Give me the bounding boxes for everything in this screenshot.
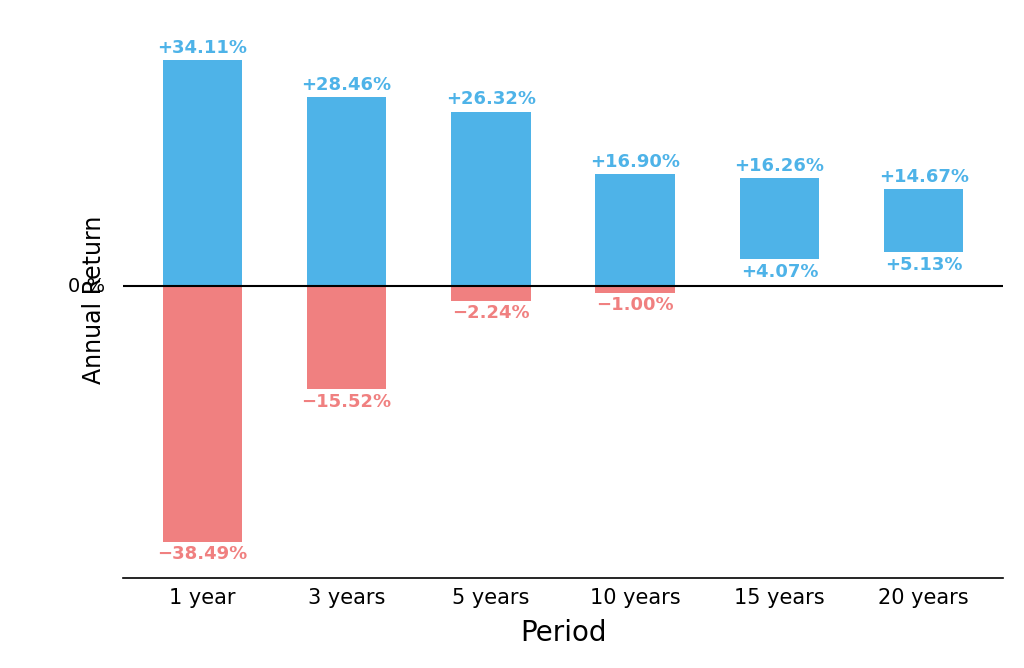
Bar [596,174,675,287]
Bar [307,287,386,389]
Text: +5.13%: +5.13% [885,256,963,274]
Text: +16.90%: +16.90% [590,153,680,171]
Text: +16.26%: +16.26% [734,157,824,175]
Y-axis label: Annual Return: Annual Return [82,215,106,384]
Text: +14.67%: +14.67% [879,168,969,186]
Bar [307,98,386,287]
Text: +4.07%: +4.07% [740,263,818,281]
Bar [452,112,530,287]
Text: −1.00%: −1.00% [596,297,674,314]
Text: −2.24%: −2.24% [452,305,529,323]
Bar [163,60,242,287]
Bar [596,287,675,293]
X-axis label: Period: Period [520,619,606,647]
Text: +34.11%: +34.11% [158,39,247,57]
Text: +28.46%: +28.46% [301,76,391,94]
Text: −15.52%: −15.52% [301,393,391,411]
Bar [452,287,530,301]
Bar [884,189,964,253]
Text: −38.49%: −38.49% [157,545,248,563]
Text: +26.32%: +26.32% [445,90,536,108]
Bar [739,178,819,259]
Text: 0 %: 0 % [69,277,105,296]
Bar [163,287,242,542]
